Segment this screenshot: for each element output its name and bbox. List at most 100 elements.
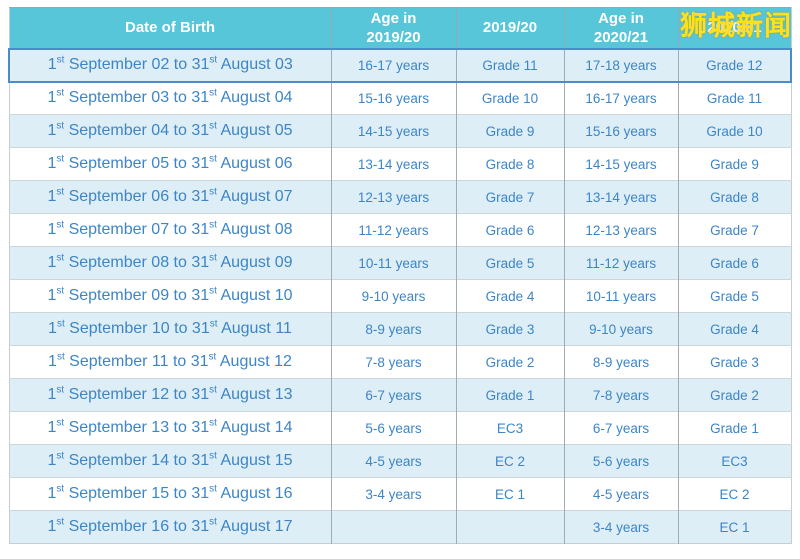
col-header-grade-2019-20: 2019/20 — [455, 7, 564, 49]
table-row: 1st September 11 to 31st August 12 7-8 ye… — [9, 345, 791, 379]
dob-cell: 1st September 04 to 31st August 05 — [9, 114, 331, 148]
table-row: 1st September 10 to 31st August 11 8-9 ye… — [9, 312, 791, 346]
grade-2019-cell: EC3 — [455, 411, 564, 445]
age-2020-cell: 14-15 years — [563, 147, 678, 181]
grade-2020-cell: Grade 7 — [677, 213, 791, 247]
grade-2020-cell: Grade 6 — [677, 246, 791, 280]
grade-2020-cell: EC3 — [677, 444, 791, 478]
age-2020-cell: 9-10 years — [563, 312, 678, 346]
age-2020-cell: 15-16 years — [563, 114, 678, 148]
age-2019-cell: 10-11 years — [330, 246, 456, 280]
dob-cell: 1st September 12 to 31st August 13 — [9, 378, 331, 412]
table-row: 1st September 06 to 31st August 07 12-13 … — [9, 180, 791, 214]
grade-2019-cell: Grade 11 — [455, 47, 564, 83]
dob-cell: 1st September 15 to 31st August 16 — [9, 477, 331, 511]
grade-2019-cell: Grade 7 — [455, 180, 564, 214]
age-2019-cell: 14-15 years — [330, 114, 456, 148]
col-header-grade-2020-21: 2020/21 — [677, 7, 791, 49]
age-2020-cell: 8-9 years — [563, 345, 678, 379]
grade-2020-cell: EC 2 — [677, 477, 791, 511]
grade-2019-cell: Grade 3 — [455, 312, 564, 346]
age-2019-cell: 11-12 years — [330, 213, 456, 247]
grade-2020-cell: EC 1 — [677, 510, 791, 544]
table-row: 1st September 09 to 31st August 10 9-10 y… — [9, 279, 791, 313]
table-body: 1st September 02 to 31st August 03 16-17 … — [8, 47, 792, 544]
grade-2019-cell: Grade 1 — [455, 378, 564, 412]
table-row: 1st September 07 to 31st August 08 11-12 … — [9, 213, 791, 247]
age-2020-cell: 4-5 years — [563, 477, 678, 511]
table-row: 1st September 12 to 31st August 13 6-7 ye… — [9, 378, 791, 412]
table-row: 1st September 05 to 31st August 06 13-14 … — [9, 147, 791, 181]
age-2019-cell: 3-4 years — [330, 477, 456, 511]
age-2019-cell: 4-5 years — [330, 444, 456, 478]
dob-cell: 1st September 13 to 31st August 14 — [9, 411, 331, 445]
grade-2020-cell: Grade 1 — [677, 411, 791, 445]
age-2019-cell: 7-8 years — [330, 345, 456, 379]
header-row: Date of Birth Age in 2019/20 2019/20 Age… — [9, 7, 791, 49]
age-2020-cell: 12-13 years — [563, 213, 678, 247]
table-row: 1st September 03 to 31st August 04 15-16 … — [9, 81, 791, 115]
grade-2020-cell: Grade 8 — [677, 180, 791, 214]
col-header-date-of-birth: Date of Birth — [9, 7, 331, 49]
dob-cell: 1st September 09 to 31st August 10 — [9, 279, 331, 313]
age-2020-cell: 13-14 years — [563, 180, 678, 214]
table-container: Date of Birth Age in 2019/20 2019/20 Age… — [8, 7, 792, 544]
grade-2020-cell: Grade 10 — [677, 114, 791, 148]
dob-cell: 1st September 05 to 31st August 06 — [9, 147, 331, 181]
grade-2019-cell: Grade 2 — [455, 345, 564, 379]
dob-cell: 1st September 11 to 31st August 12 — [9, 345, 331, 379]
age-2019-cell: 15-16 years — [330, 81, 456, 115]
grade-2019-cell: EC 2 — [455, 444, 564, 478]
dob-cell: 1st September 03 to 31st August 04 — [9, 81, 331, 115]
dob-cell: 1st September 14 to 31st August 15 — [9, 444, 331, 478]
age-2019-cell: 13-14 years — [330, 147, 456, 181]
col-header-age-2020-21: Age in 2020/21 — [563, 7, 678, 49]
age-2019-cell — [330, 510, 456, 544]
grade-2020-cell: Grade 11 — [677, 81, 791, 115]
age-2020-cell: 17-18 years — [563, 47, 678, 83]
age-2019-cell: 8-9 years — [330, 312, 456, 346]
grade-2020-cell: Grade 12 — [677, 47, 792, 83]
age-2020-cell: 10-11 years — [563, 279, 678, 313]
grade-2020-cell: Grade 5 — [677, 279, 791, 313]
table-row: 1st September 16 to 31st August 17 3-4 ye… — [9, 510, 791, 544]
grade-2019-cell: Grade 8 — [455, 147, 564, 181]
table-row: 1st September 08 to 31st August 09 10-11 … — [9, 246, 791, 280]
dob-cell: 1st September 07 to 31st August 08 — [9, 213, 331, 247]
age-2020-cell: 5-6 years — [563, 444, 678, 478]
age-2019-cell: 12-13 years — [330, 180, 456, 214]
grade-2019-cell: Grade 9 — [455, 114, 564, 148]
age-2019-cell: 16-17 years — [330, 47, 456, 83]
table-row: 1st September 04 to 31st August 05 14-15 … — [9, 114, 791, 148]
col-header-age-2019-20: Age in 2019/20 — [330, 7, 456, 49]
table-row: 1st September 13 to 31st August 14 5-6 ye… — [9, 411, 791, 445]
table-row: 1st September 15 to 31st August 16 3-4 ye… — [9, 477, 791, 511]
grade-2019-cell: Grade 5 — [455, 246, 564, 280]
age-2020-cell: 3-4 years — [563, 510, 678, 544]
table-header: Date of Birth Age in 2019/20 2019/20 Age… — [9, 7, 791, 49]
age-2019-cell: 5-6 years — [330, 411, 456, 445]
dob-cell: 1st September 10 to 31st August 11 — [9, 312, 331, 346]
age-2020-cell: 11-12 years — [563, 246, 678, 280]
grade-2019-cell: Grade 4 — [455, 279, 564, 313]
age-2020-cell: 16-17 years — [563, 81, 678, 115]
table-row: 1st September 14 to 31st August 15 4-5 ye… — [9, 444, 791, 478]
dob-cell: 1st September 06 to 31st August 07 — [9, 180, 331, 214]
age-2019-cell: 6-7 years — [330, 378, 456, 412]
grade-2019-cell: EC 1 — [455, 477, 564, 511]
dob-cell: 1st September 08 to 31st August 09 — [9, 246, 331, 280]
age-2020-cell: 7-8 years — [563, 378, 678, 412]
age-grade-table: Date of Birth Age in 2019/20 2019/20 Age… — [8, 7, 792, 544]
table-row: 1st September 02 to 31st August 03 16-17 … — [8, 47, 792, 83]
grade-2019-cell: Grade 6 — [455, 213, 564, 247]
dob-cell: 1st September 02 to 31st August 03 — [8, 47, 331, 83]
grade-2020-cell: Grade 9 — [677, 147, 791, 181]
dob-cell: 1st September 16 to 31st August 17 — [9, 510, 331, 544]
grade-2020-cell: Grade 2 — [677, 378, 791, 412]
grade-2019-cell — [455, 510, 564, 544]
grade-2019-cell: Grade 10 — [455, 81, 564, 115]
grade-2020-cell: Grade 3 — [677, 345, 791, 379]
grade-2020-cell: Grade 4 — [677, 312, 791, 346]
age-2020-cell: 6-7 years — [563, 411, 678, 445]
